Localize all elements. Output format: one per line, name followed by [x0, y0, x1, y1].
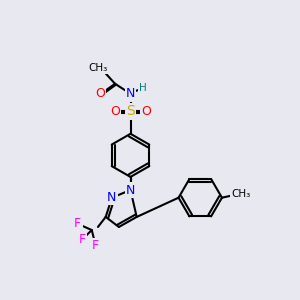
Text: CH₃: CH₃: [231, 189, 250, 199]
Text: CH₃: CH₃: [88, 63, 108, 73]
Text: F: F: [74, 218, 81, 230]
Text: O: O: [110, 105, 120, 118]
Text: N: N: [107, 191, 117, 204]
Text: N: N: [126, 184, 135, 196]
Text: O: O: [141, 105, 151, 118]
Text: F: F: [92, 239, 99, 252]
Text: N: N: [126, 87, 135, 100]
Text: O: O: [95, 87, 105, 100]
Text: S: S: [126, 104, 135, 118]
Text: H: H: [139, 83, 147, 93]
Text: F: F: [79, 233, 86, 246]
